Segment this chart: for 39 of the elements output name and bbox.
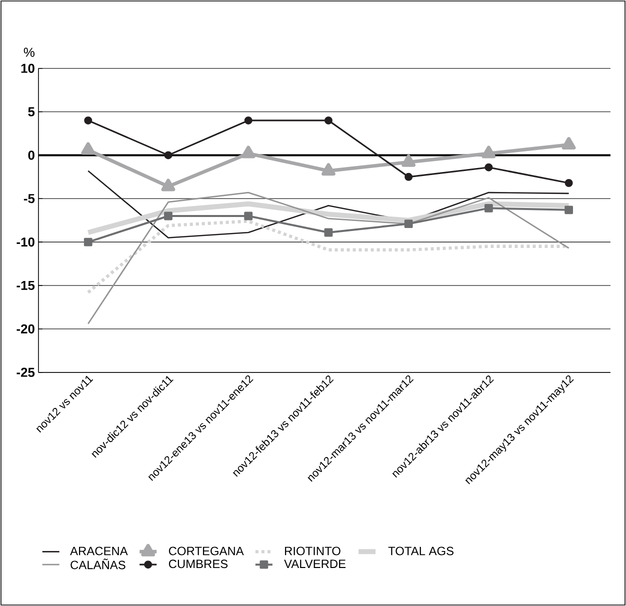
y-axis-title: %	[24, 48, 34, 57]
point	[324, 116, 332, 124]
line-series	[87, 192, 570, 324]
point	[564, 206, 574, 214]
point	[164, 212, 172, 220]
point	[244, 212, 253, 220]
y-tick-label: 10	[21, 64, 34, 73]
legend-label: VALVERDE	[284, 560, 346, 568]
point	[484, 163, 493, 172]
y-tick-label: 5	[28, 107, 35, 116]
line-series	[87, 170, 570, 238]
point	[562, 137, 576, 150]
point	[324, 228, 333, 237]
y-tick-label: 0	[28, 150, 34, 160]
point	[484, 204, 493, 212]
point	[241, 146, 256, 158]
legend-label: ARACENA	[70, 546, 128, 556]
y-tick-label: -10	[16, 237, 34, 247]
legend-label: CALAÑAS	[70, 558, 126, 570]
point	[161, 178, 176, 192]
legend-label: CUMBRES	[168, 560, 228, 568]
y-tick-label: -20	[16, 324, 34, 334]
y-tick-label: -25	[16, 368, 35, 377]
point	[564, 178, 573, 187]
point	[244, 116, 252, 124]
point	[84, 238, 92, 246]
legend-label: RIOTINTO	[285, 546, 340, 556]
point	[404, 220, 413, 228]
point	[482, 146, 496, 158]
y-tick-label: -5	[24, 194, 35, 204]
point	[402, 154, 416, 167]
point	[322, 163, 336, 176]
y-tick-label: -15	[16, 280, 35, 290]
point	[164, 151, 172, 160]
legend-label: CORTEGANA	[168, 546, 244, 556]
point	[404, 172, 413, 181]
point	[81, 142, 96, 155]
point	[84, 116, 92, 124]
legend-label: TOTAL AGS	[388, 546, 454, 556]
